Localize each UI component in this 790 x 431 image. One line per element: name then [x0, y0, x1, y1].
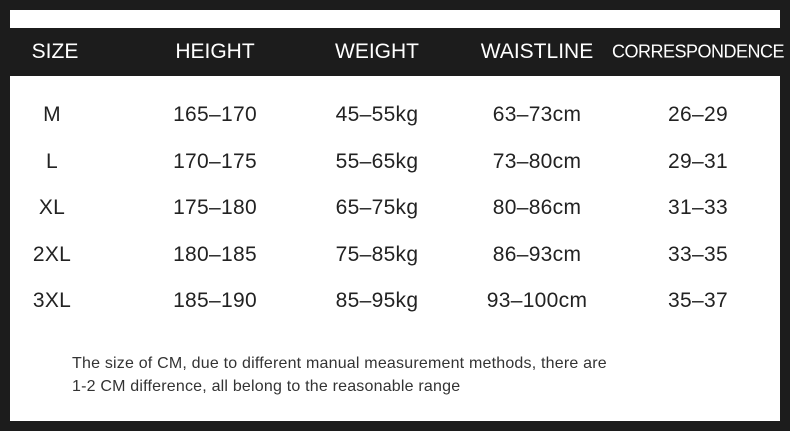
table-cell: XL [38, 196, 66, 219]
table-cell: 35–37 [668, 289, 728, 312]
table-cell: 2XL [32, 242, 72, 266]
table-cell: 165–170 [173, 103, 257, 126]
table-cell: 85–95kg [335, 289, 419, 312]
column-header: SIZE [31, 40, 79, 63]
table-cell: 33–35 [668, 242, 728, 266]
table-cell: 26–29 [668, 103, 728, 126]
note-line: 1-2 CM difference, all belong to the rea… [72, 378, 461, 395]
table-cell: 80–86cm [492, 196, 582, 219]
column-header: WAISTLINE [480, 40, 594, 63]
column-header: HEIGHT [175, 40, 255, 63]
table-cell: 170–175 [173, 149, 257, 173]
header-band [0, 28, 790, 76]
table-cell: L [46, 149, 58, 173]
table-cell: 73–80cm [492, 149, 582, 173]
column-header: CORRESPONDENCE [611, 41, 785, 62]
table-cell: 175–180 [173, 196, 257, 219]
table-cell: 31–33 [668, 196, 728, 219]
note-line: The size of CM, due to different manual … [72, 355, 607, 372]
table-cell: 185–190 [173, 289, 257, 312]
table-cell: 65–75kg [335, 196, 419, 219]
table-cell: 86–93cm [492, 242, 582, 266]
column-header: WEIGHT [335, 40, 419, 63]
table-cell: 45–55kg [335, 103, 419, 126]
sheet [10, 10, 780, 421]
table-cell: 55–65kg [335, 149, 419, 173]
table-cell: 29–31 [668, 149, 728, 173]
table-cell: 63–73cm [492, 103, 582, 126]
table-cell: M [43, 103, 61, 126]
table-cell: 93–100cm [486, 289, 588, 312]
table-cell: 180–185 [173, 242, 257, 266]
table-cell: 3XL [32, 289, 72, 312]
table-cell: 75–85kg [335, 242, 419, 266]
